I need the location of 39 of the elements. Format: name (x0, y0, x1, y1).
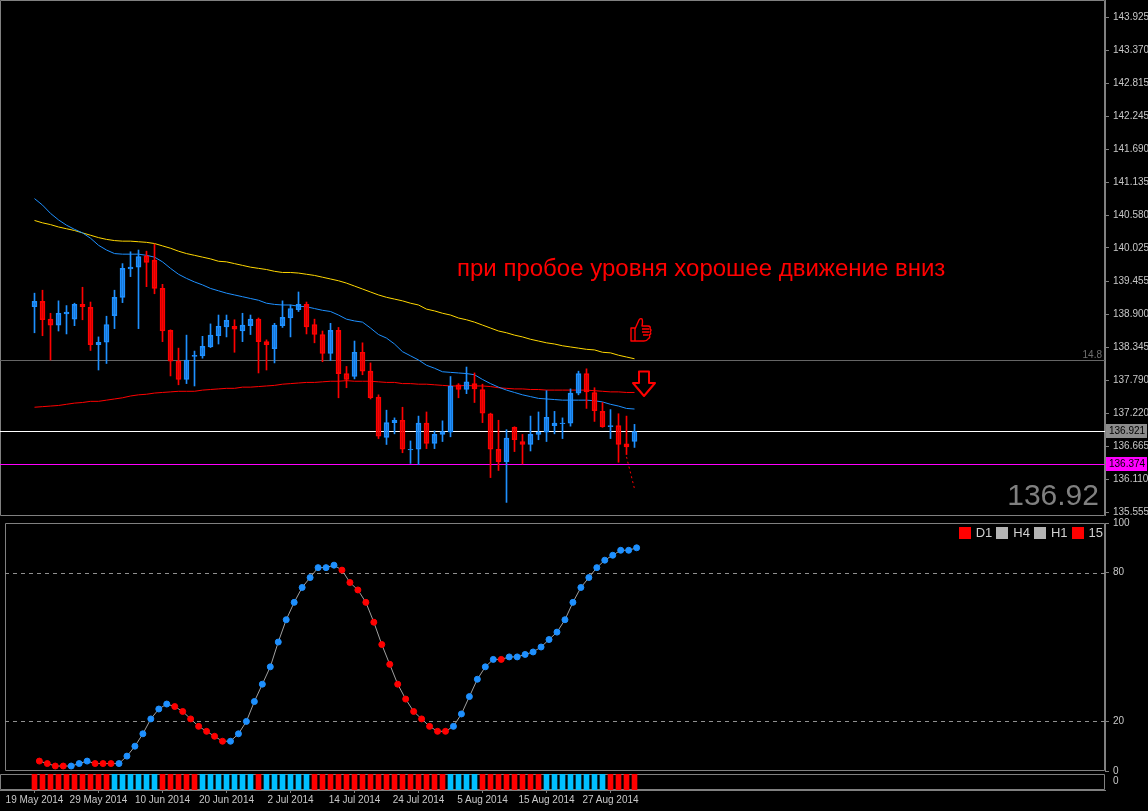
text: 136.92 (1007, 478, 1099, 511)
x-tick-label: 2 Jul 2014 (267, 793, 315, 805)
x-tick-label: 14 Jul 2014 (328, 793, 381, 805)
x-tick-label: 27 Aug 2014 (582, 793, 640, 805)
x-tick-label: 24 Jul 2014 (392, 793, 445, 805)
y-tick-label: 139.455 (1113, 275, 1148, 287)
y-tick-label: 140.025 (1113, 241, 1148, 253)
x-tick-label: 10 Jun 2014 (134, 793, 191, 805)
y-tick-label: 80 (1113, 566, 1125, 578)
y-tick-label: 142.815 (1113, 76, 1148, 88)
y-tick-label: 138.345 (1113, 341, 1148, 352)
y-tick-label: 143.370 (1113, 43, 1148, 55)
y-tick-label: 137.790 (1113, 373, 1148, 385)
ref-line-label: 136.921 (1109, 425, 1146, 437)
annotation: при пробое уровня хорошее движение вниз (457, 254, 946, 281)
text: D1 (975, 525, 993, 540)
y-tick-label: 136.665 (1113, 440, 1148, 452)
y-tick-label: 0 (1113, 764, 1119, 776)
ref-line-label: 136.374 (1109, 458, 1146, 470)
x-tick-label: 5 Aug 2014 (457, 793, 509, 805)
y-tick-label: 100 (1113, 516, 1131, 528)
text: H4 (1013, 525, 1030, 540)
y-tick-label: 141.690 (1113, 143, 1148, 155)
y-tick-label: 141.135 (1113, 176, 1148, 188)
y-tick-label: 143.925 (1113, 11, 1148, 23)
y-tick-label: 137.220 (1113, 407, 1148, 419)
y-tick-label: 140.580 (1113, 208, 1148, 220)
y-tick-label: 136.110 (1113, 473, 1148, 485)
x-tick-label: 19 May 2014 (5, 793, 64, 805)
text: 15 (1088, 525, 1103, 540)
x-tick-label: 29 May 2014 (69, 793, 128, 805)
annotation: 14.8 (1082, 348, 1103, 360)
x-tick-label: 20 Jun 2014 (198, 793, 255, 805)
y-tick-label: 20 (1113, 715, 1125, 727)
y-tick-label: 138.900 (1113, 308, 1148, 320)
text: H1 (1050, 525, 1068, 540)
y-tick-label: 142.245 (1113, 110, 1148, 122)
x-tick-label: 15 Aug 2014 (518, 793, 576, 805)
y-tick-label: 135.555 (1113, 505, 1148, 517)
